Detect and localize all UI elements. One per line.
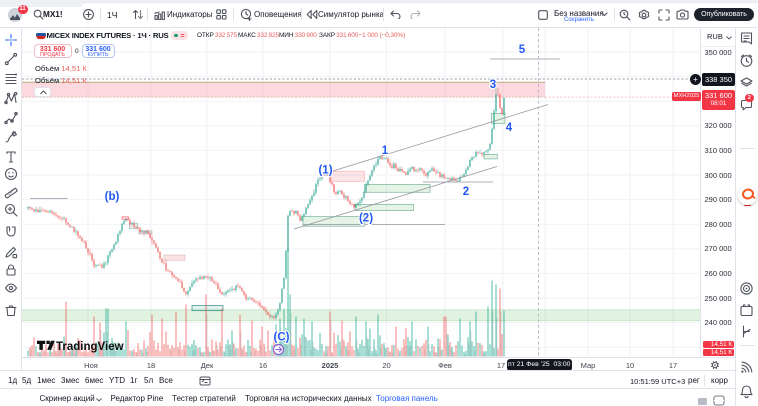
svg-text:5: 5: [519, 44, 526, 56]
svg-text:2: 2: [463, 186, 469, 198]
svg-text:3: 3: [490, 79, 496, 91]
svg-text:4: 4: [506, 122, 513, 134]
svg-text:(1): (1): [318, 165, 332, 177]
svg-text:(C): (C): [274, 332, 290, 344]
svg-text:(b): (b): [105, 191, 120, 203]
svg-text:(2): (2): [359, 213, 373, 225]
svg-text:1: 1: [382, 145, 389, 157]
svg-text:TradingView: TradingView: [56, 341, 124, 353]
